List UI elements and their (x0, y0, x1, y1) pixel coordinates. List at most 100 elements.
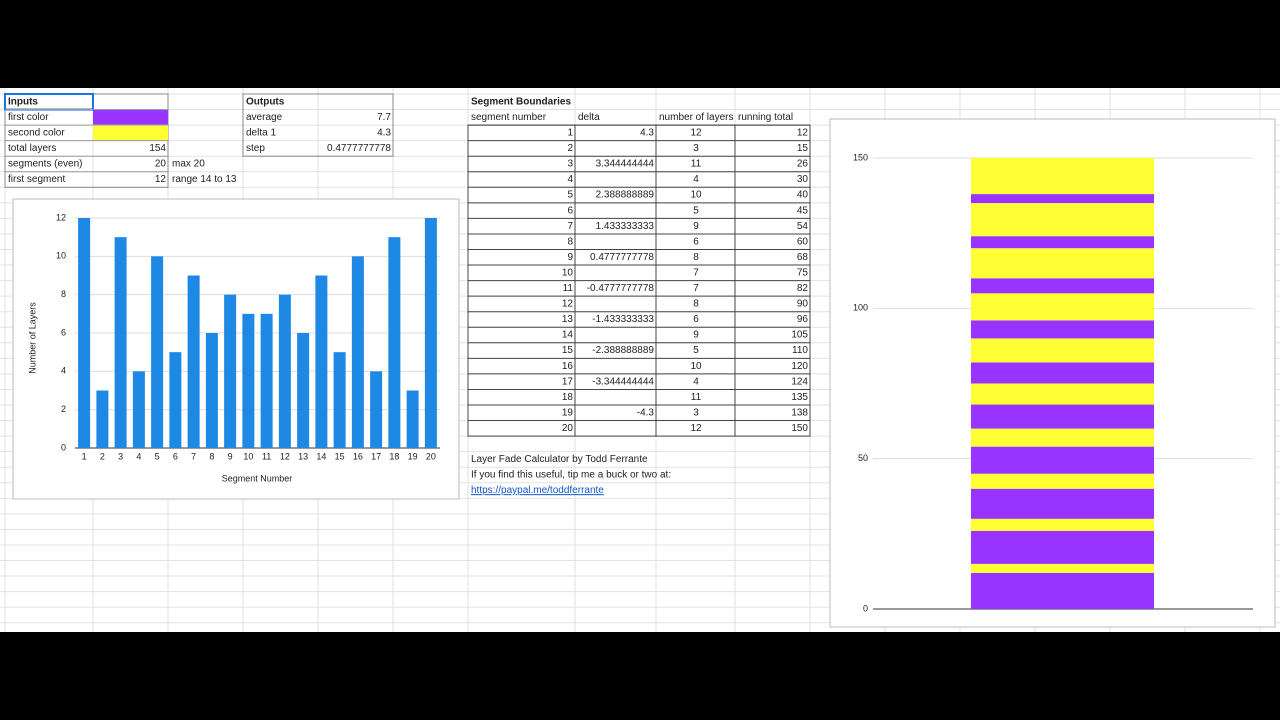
bar (205, 333, 218, 448)
x-tick-label: 7 (191, 451, 196, 461)
table-cell: 5 (693, 345, 699, 356)
output-label: average (246, 112, 283, 123)
y-tick-label: 0 (863, 603, 868, 613)
table-cell: 110 (792, 345, 808, 356)
table-cell: 12 (690, 423, 702, 434)
x-tick-label: 1 (82, 451, 87, 461)
table-cell: 10 (690, 190, 702, 201)
table-cell: 138 (791, 407, 808, 418)
table-cell: 1.433333333 (596, 221, 655, 232)
x-tick-label: 6 (173, 451, 178, 461)
bar (278, 294, 291, 448)
table-cell: -0.4777777778 (587, 283, 655, 294)
table-cell: 10 (562, 267, 574, 278)
x-tick-label: 14 (316, 451, 326, 461)
table-cell: 2 (567, 143, 573, 154)
segments-title: Segment Boundaries (471, 96, 571, 107)
table-cell: 12 (562, 299, 574, 310)
table-cell: 45 (797, 205, 809, 216)
table-cell: 124 (791, 376, 808, 387)
bar (315, 275, 328, 448)
stack-segment (971, 446, 1154, 474)
table-cell: 12 (797, 128, 809, 139)
stack-segment (971, 473, 1154, 489)
table-cell: 40 (797, 190, 809, 201)
x-tick-label: 3 (118, 451, 123, 461)
table-cell: 26 (797, 159, 809, 170)
input-label: first color (8, 112, 49, 123)
tip: If you find this useful, tip me a buck o… (471, 470, 671, 481)
stack-segment (971, 203, 1154, 237)
table-cell: 75 (797, 267, 809, 278)
bar (351, 256, 364, 448)
table-cell: 10 (690, 361, 702, 372)
stack-segment (971, 194, 1154, 204)
bar (424, 218, 437, 448)
outputs-box (242, 93, 394, 157)
table-cell: 11 (691, 159, 702, 170)
bar (224, 294, 237, 448)
table-cell: 6 (693, 314, 699, 325)
paypal-link[interactable]: https://paypal.me/toddferrante (471, 485, 604, 496)
y-tick-label: 100 (853, 303, 868, 313)
table-cell: 7 (693, 283, 699, 294)
table-cell: -1.433333333 (592, 314, 654, 325)
bar (96, 390, 109, 448)
bar (297, 333, 310, 448)
color-swatch (93, 110, 168, 125)
x-tick-label: 12 (280, 451, 290, 461)
input-value: 154 (149, 143, 166, 154)
bar (132, 371, 145, 448)
table-cell: 7 (567, 221, 573, 232)
table-cell: 9 (693, 330, 699, 341)
input-note: max 20 (172, 159, 205, 170)
x-tick-label: 4 (136, 451, 141, 461)
table-cell: 18 (562, 392, 574, 403)
x-tick-label: 8 (209, 451, 214, 461)
column-header: running total (738, 112, 793, 123)
output-label: delta 1 (246, 128, 276, 139)
output-value: 0.4777777778 (327, 143, 391, 154)
stack-segment (971, 248, 1154, 279)
x-tick-label: 20 (426, 451, 436, 461)
input-label: first segment (8, 174, 65, 185)
table-cell: 120 (791, 361, 808, 372)
inputs-title: Inputs (8, 96, 38, 107)
y-tick-label: 0 (61, 442, 66, 452)
x-tick-label: 17 (371, 451, 381, 461)
x-tick-label: 16 (353, 451, 363, 461)
color-swatch (93, 125, 168, 141)
stack-segment (971, 518, 1154, 531)
bar (388, 237, 401, 448)
stack-segment (971, 428, 1154, 447)
x-tick-label: 2 (100, 451, 105, 461)
x-tick-label: 9 (228, 451, 233, 461)
column-header: number of layers (659, 112, 733, 123)
table-cell: 68 (797, 252, 809, 263)
y-tick-label: 10 (56, 251, 66, 261)
y-tick-label: 150 (853, 152, 868, 162)
input-label: total layers (8, 143, 56, 154)
table-cell: 82 (797, 283, 809, 294)
table-cell: 19 (562, 407, 574, 418)
bar (333, 352, 346, 448)
input-note: range 14 to 13 (172, 174, 237, 185)
stack-segment (971, 572, 1154, 609)
table-cell: 3 (693, 407, 699, 418)
table-cell: 9 (567, 252, 573, 263)
bar (114, 237, 127, 448)
table-cell: 54 (797, 221, 809, 232)
y-tick-label: 12 (56, 212, 66, 222)
output-label: step (246, 143, 265, 154)
x-tick-label: 18 (389, 451, 399, 461)
bar (370, 371, 383, 448)
table-cell: -4.3 (637, 407, 655, 418)
table-cell: 30 (797, 174, 809, 185)
bar (151, 256, 164, 448)
table-cell: 15 (562, 345, 574, 356)
bar (78, 218, 91, 448)
table-cell: 13 (562, 314, 574, 325)
table-cell: 4.3 (640, 128, 654, 139)
table-cell: 14 (562, 330, 574, 341)
table-cell: 4 (693, 376, 699, 387)
